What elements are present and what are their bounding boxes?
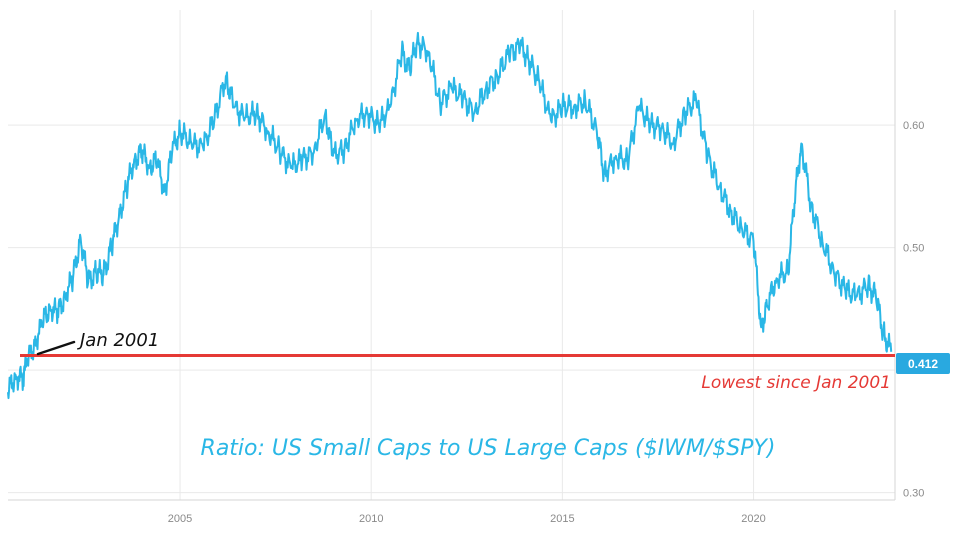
series-line xyxy=(7,31,893,400)
x-tick-label: 2020 xyxy=(741,513,765,525)
y-tick-label: 0.50 xyxy=(903,243,924,255)
grid xyxy=(8,10,895,500)
last-value-badge-label: 0.412 xyxy=(908,357,938,371)
x-tick-label: 2010 xyxy=(359,513,383,525)
series-layer xyxy=(7,31,893,400)
chart-title: Ratio: US Small Caps to US Large Caps ($… xyxy=(201,436,776,461)
last-value-badge xyxy=(896,353,950,374)
annotation-jan-2001: Jan 2001 xyxy=(77,330,159,351)
annotation-lowest-since: Lowest since Jan 2001 xyxy=(701,373,891,393)
x-tick-label: 2015 xyxy=(550,513,574,525)
y-tick-label: 0.30 xyxy=(903,488,924,500)
y-tick-label: 0.60 xyxy=(903,120,924,132)
y-tick-labels: 0.300.400.500.60 xyxy=(903,120,924,500)
x-tick-label: 2005 xyxy=(168,513,192,525)
annotation-pointer xyxy=(36,340,76,356)
x-tick-labels: 2005 2010 2015 2020 xyxy=(168,513,766,525)
